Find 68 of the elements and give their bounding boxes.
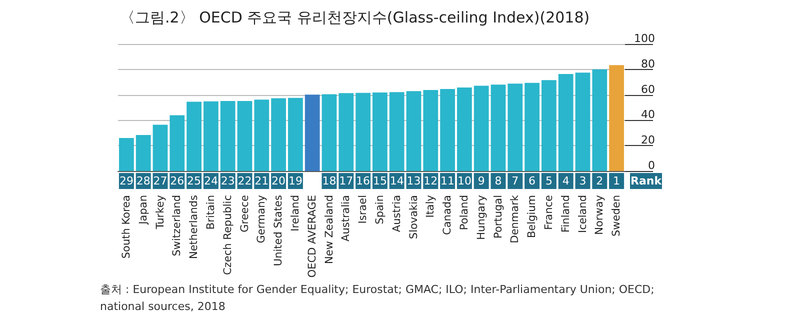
x-tick-label: Poland xyxy=(458,195,470,230)
y-tick-label: 20 xyxy=(641,134,655,147)
annotation: 19 xyxy=(288,174,302,188)
annotation: 15 xyxy=(372,174,387,188)
x-tick-label: Portugal xyxy=(492,195,504,238)
x-tick-label: South Korea xyxy=(120,195,132,259)
x-tick-label: Australia xyxy=(340,195,352,242)
x-tick-label: Czech Republic xyxy=(222,194,234,275)
annotation: 10 xyxy=(457,174,472,188)
x-tick-label: Slovakia xyxy=(408,195,420,240)
x-tick-label: Japan xyxy=(137,195,150,226)
y-tick-label: 100 xyxy=(634,32,655,45)
x-tick-label: Finland xyxy=(560,195,572,233)
annotation: 12 xyxy=(424,174,438,188)
x-tick-label: Germany xyxy=(256,195,268,244)
y-tick-label: 40 xyxy=(641,108,655,122)
x-tick-label: Switzerland xyxy=(171,195,184,256)
x-tick-label: Spain xyxy=(374,195,386,224)
annotation: 16 xyxy=(356,174,370,188)
annotation: 14 xyxy=(390,174,404,188)
x-tick-label: Netherlands xyxy=(188,195,200,260)
x-tick-label: Britain xyxy=(204,195,217,230)
x-tick-label: Ireland xyxy=(289,195,302,232)
annotation: 25 xyxy=(187,174,202,188)
annotation: 17 xyxy=(339,174,354,188)
x-tick-label: Italy xyxy=(424,195,437,218)
annotation: 7 xyxy=(512,174,519,188)
annotation: 5 xyxy=(545,174,552,188)
x-tick-label: France xyxy=(542,195,555,230)
chart-title: 〈그림.2〉 OECD 주요국 유리천장지수(Glass-ceiling Index)(2018) xyxy=(120,8,590,26)
annotation: 21 xyxy=(254,174,269,188)
annotation: 28 xyxy=(136,174,150,188)
x-tick-label: Israel xyxy=(357,195,370,224)
annotation: 6 xyxy=(528,174,536,188)
annotation: 20 xyxy=(272,174,286,188)
x-tick-label: Turkey xyxy=(154,195,166,230)
x-tick-label: Sweden xyxy=(610,195,623,236)
x-tick-label: Hungary xyxy=(475,195,488,240)
text: Rank xyxy=(630,174,662,188)
annotation: 13 xyxy=(406,174,421,188)
annotation: 18 xyxy=(322,174,336,188)
annotation: 2 xyxy=(596,174,604,188)
x-tick-label: Austria xyxy=(390,195,403,232)
annotation: 27 xyxy=(153,174,168,188)
x-tick-label: Greece xyxy=(238,195,251,232)
x-tick-label: OECD AVERAGE xyxy=(306,195,318,278)
annotation: 23 xyxy=(220,174,235,188)
source-note: 출처 : European Institute for Gender Equality; Eurostat; GMAC; ILO; Inter-Parliamentary Union; OECD; national sources, 2018 xyxy=(100,283,658,313)
annotation: 24 xyxy=(204,174,218,188)
annotation: 29 xyxy=(119,174,134,188)
annotation: 11 xyxy=(440,174,455,188)
annotation: 1 xyxy=(613,174,620,188)
annotation: 8 xyxy=(494,174,502,188)
x-tick-label: Denmark xyxy=(509,194,522,244)
x-tick-label: United States xyxy=(272,195,285,266)
annotation: 9 xyxy=(478,174,485,188)
annotation: 4 xyxy=(562,174,570,188)
x-tick-label: Belgium xyxy=(526,195,538,238)
x-tick-label: Iceland xyxy=(576,195,589,234)
y-tick-label: 60 xyxy=(641,82,655,96)
x-tick-label: Canada xyxy=(442,195,454,235)
x-tick-label: Norway xyxy=(594,195,606,235)
x-tick-label: New Zealand xyxy=(323,195,336,264)
annotation: 26 xyxy=(170,174,184,188)
annotation: 3 xyxy=(579,174,586,188)
y-tick-label: 80 xyxy=(641,57,655,70)
annotation: 22 xyxy=(238,174,252,188)
y-tick-label: 0 xyxy=(648,159,655,172)
